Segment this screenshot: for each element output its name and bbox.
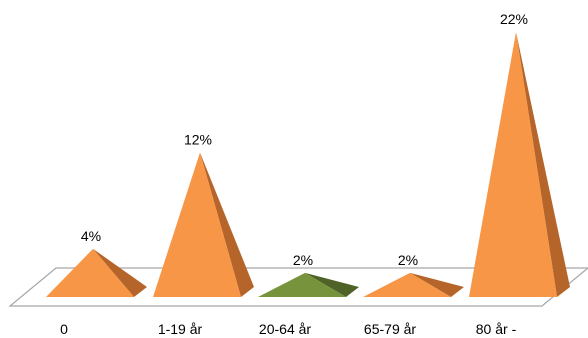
- pyramid-side-face: [516, 32, 570, 297]
- pyramid-side-face: [93, 248, 147, 297]
- category-label: 65-79 år: [364, 321, 416, 337]
- pyramid-side-face: [410, 272, 464, 297]
- pyramid-front-face: [258, 272, 346, 297]
- data-label: 12%: [184, 131, 212, 147]
- category-label: 1-19 år: [158, 321, 203, 337]
- category-label: 0: [60, 321, 68, 337]
- pyramid-front-face: [469, 32, 557, 297]
- data-label: 4%: [81, 228, 101, 244]
- pyramid-side-face: [305, 272, 359, 297]
- pyramid-bar: [258, 272, 359, 297]
- pyramid-bar: [46, 248, 147, 297]
- category-label: 20-64 år: [259, 321, 311, 337]
- pyramid-bar: [469, 32, 570, 297]
- data-label: 2%: [398, 252, 418, 268]
- data-label: 22%: [500, 11, 528, 27]
- category-label: 80 år -: [476, 321, 517, 337]
- pyramid-bar: [363, 272, 464, 297]
- pyramid-bar: [153, 152, 254, 297]
- pyramid-front-face: [46, 248, 134, 297]
- pyramid-side-face: [200, 152, 254, 297]
- pyramid-front-face: [363, 272, 451, 297]
- pyramids-group: [46, 32, 570, 297]
- pyramid-front-face: [153, 152, 241, 297]
- data-labels-group: 4% 12% 2% 2% 22%: [81, 11, 528, 268]
- data-label: 2%: [293, 252, 313, 268]
- category-labels-group: 0 1-19 år 20-64 år 65-79 år 80 år -: [60, 321, 516, 337]
